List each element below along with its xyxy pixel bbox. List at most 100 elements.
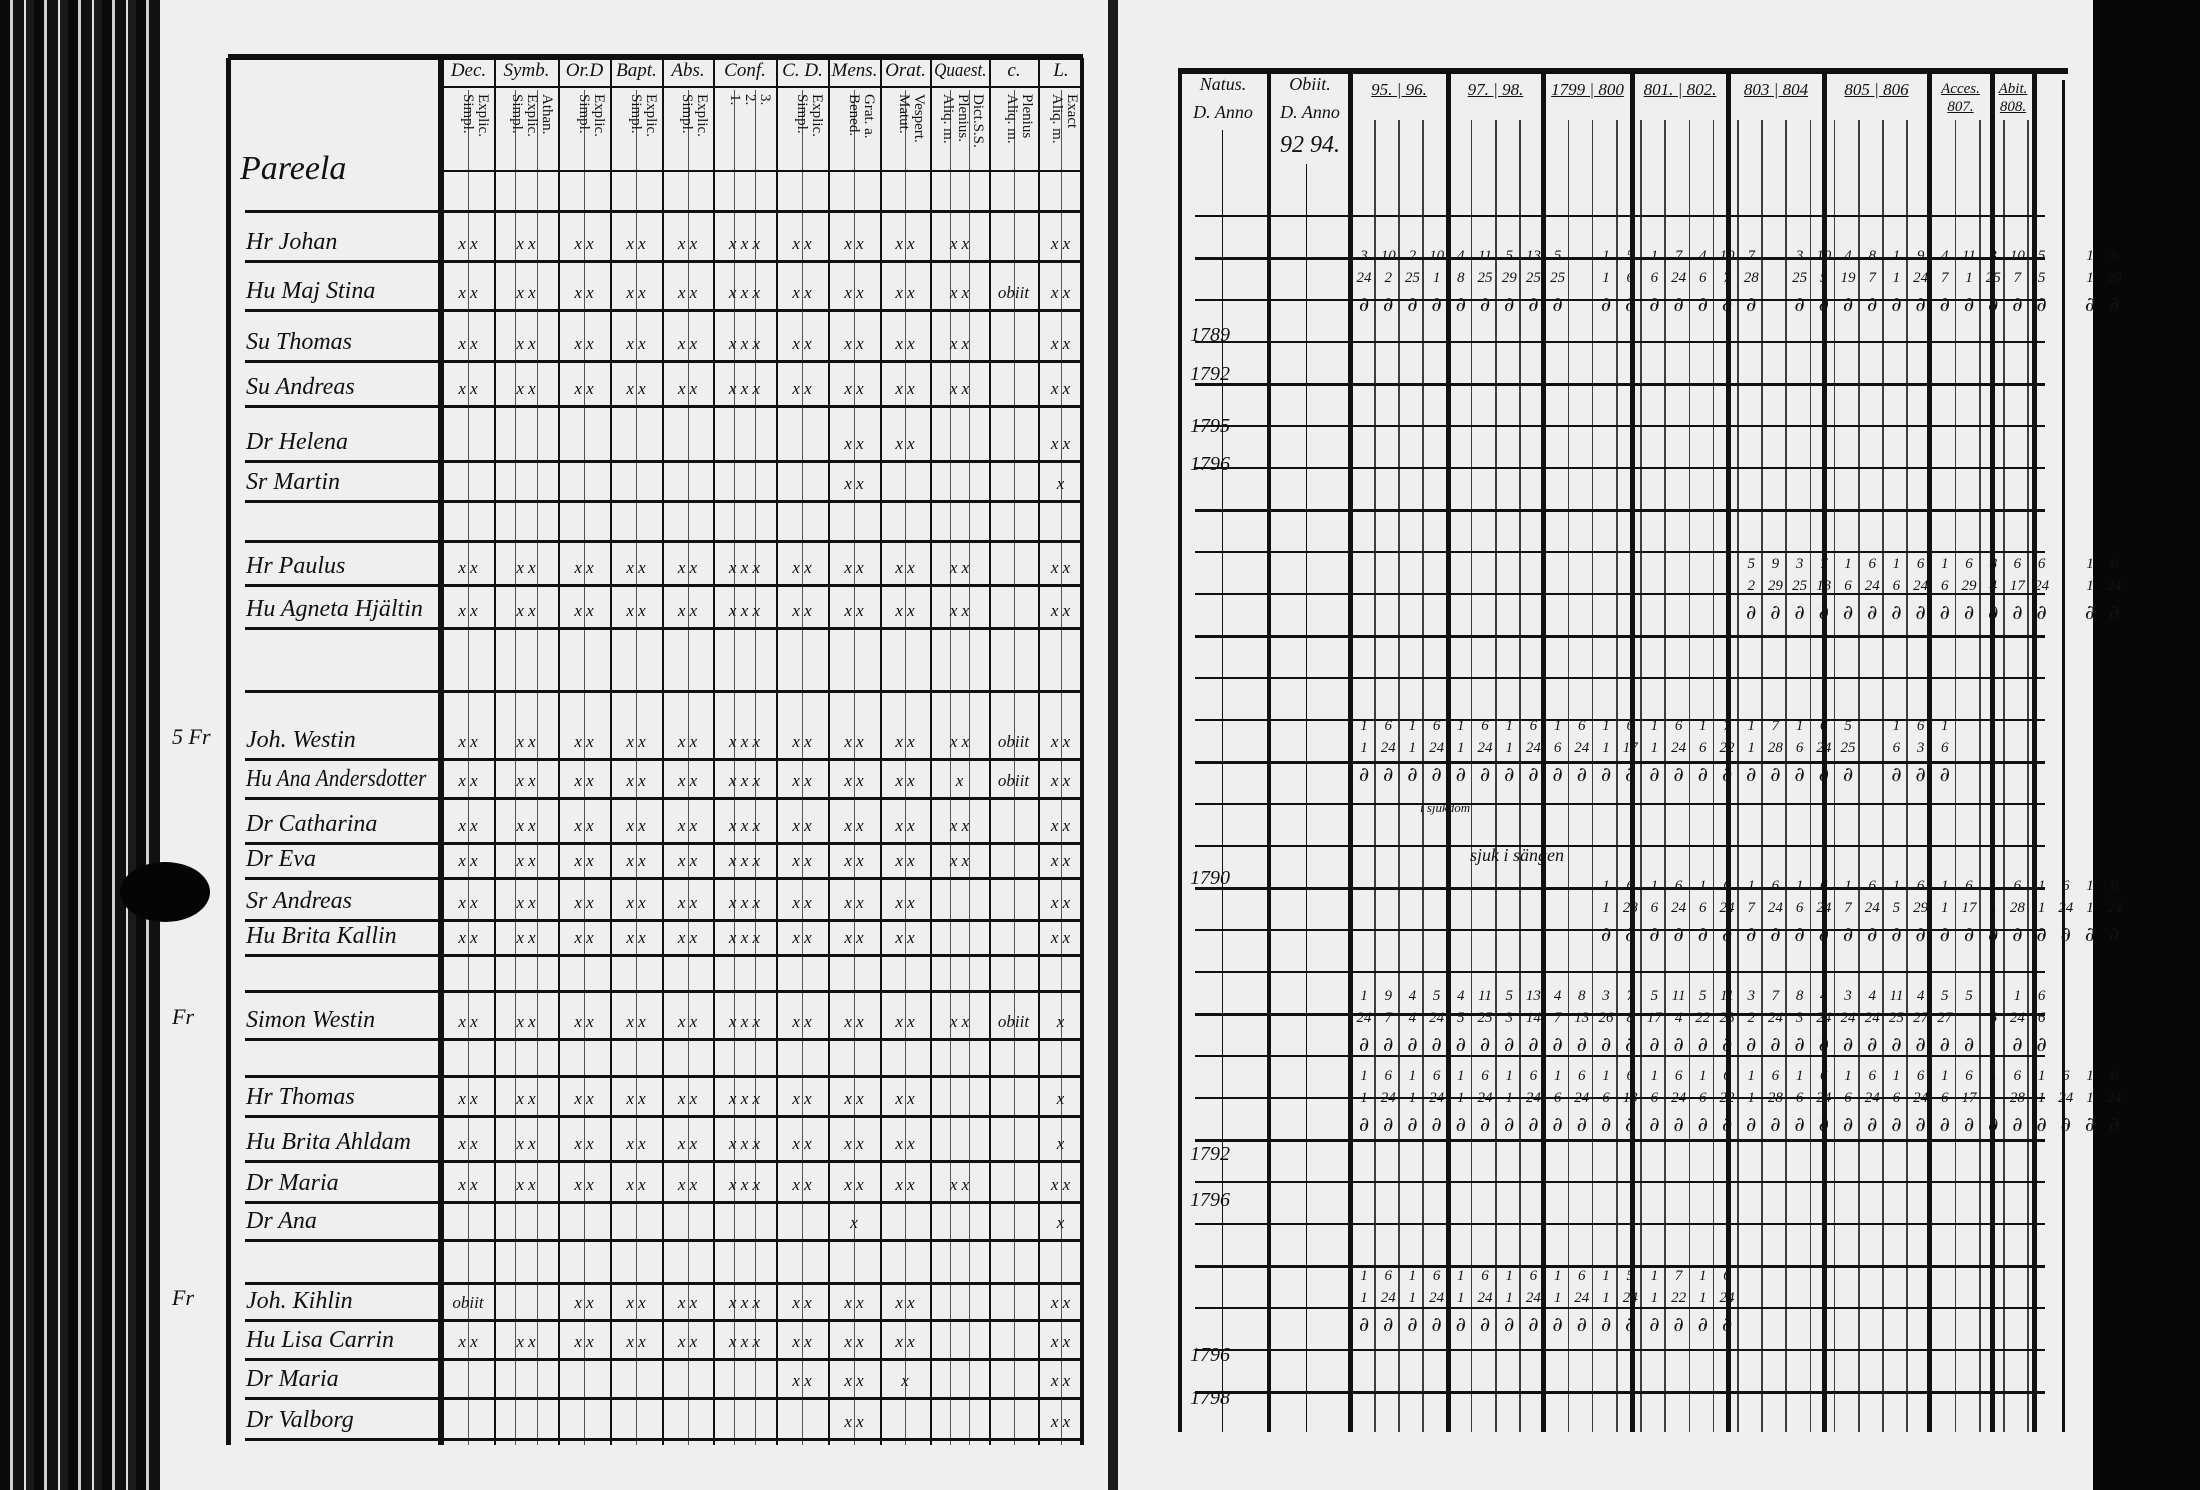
communion-mark: ∂	[1649, 762, 1660, 786]
sub-column-line	[515, 90, 517, 1445]
row-rule	[245, 1038, 1083, 1041]
entry-month: 5	[1457, 1010, 1465, 1026]
exam-mark: x x	[626, 379, 646, 398]
group-header: Or.D	[565, 60, 604, 81]
communion-mark: ∂	[1770, 600, 1781, 624]
communion-mark: ∂	[1479, 1312, 1491, 1336]
entry-day: 4	[1868, 988, 1876, 1004]
birth-year: 1789	[1190, 324, 1230, 346]
year-header: 1799 | 800	[1551, 80, 1624, 99]
exam-mark: x x	[792, 771, 812, 790]
row-rule	[245, 1160, 1083, 1163]
exam-mark: x x	[626, 334, 646, 353]
group-divider	[662, 58, 664, 1445]
table-right-border	[1080, 58, 1084, 1445]
sub-column-line	[969, 90, 971, 1445]
entry-month: 13	[1816, 578, 1832, 594]
communion-mark: ∂	[1407, 1312, 1418, 1336]
entry-day: 7	[1747, 248, 1755, 264]
exam-mark: x x	[516, 1175, 536, 1194]
person-name: Hu Brita Kallin	[246, 923, 397, 949]
exam-mark: x x	[516, 334, 536, 353]
communion-mark: ∂	[1649, 1032, 1660, 1056]
sub-column-line	[1688, 120, 1691, 1432]
communion-mark: ∂	[2109, 1112, 2120, 1136]
right-border	[1178, 72, 1182, 1432]
exam-mark: x x	[677, 816, 698, 835]
exam-mark: x x	[1050, 558, 1071, 577]
entry-month: 25	[1792, 578, 1808, 594]
entry-day: 1	[1795, 718, 1804, 734]
entry-month: 25	[1840, 740, 1856, 756]
entry-day: 1	[1505, 1068, 1513, 1084]
exam-mark: x x x	[728, 816, 761, 835]
communion-mark: ∂	[1746, 1112, 1757, 1136]
entry-day: 1	[1844, 878, 1852, 894]
communion-mark: ∂	[1552, 762, 1563, 786]
entry-day: 1	[2086, 556, 2094, 572]
entry-day: 6	[1965, 878, 1973, 894]
entry-day: 3	[1795, 556, 1804, 572]
communion-mark: ∂	[1383, 292, 1394, 316]
entry-day: 4	[1699, 248, 1707, 264]
entry-month: 28	[1622, 900, 1638, 916]
entry-month: 6	[1650, 1090, 1659, 1106]
communion-mark: ∂	[1528, 1312, 1539, 1336]
entry-day: 11	[1889, 988, 1904, 1004]
entry-day: 1	[1892, 556, 1901, 572]
household-separator	[245, 210, 1083, 213]
entry-day: 1	[1699, 1268, 1707, 1284]
entry-month: 2	[1747, 1010, 1755, 1026]
exam-mark: x x	[458, 1134, 478, 1153]
entry-month: 6	[1892, 740, 1901, 756]
row-rule	[245, 1239, 1083, 1242]
communion-mark: ∂	[1915, 600, 1926, 624]
communion-mark: ∂	[1673, 762, 1684, 786]
entry-month: 24	[1671, 740, 1687, 756]
row-rule	[245, 1358, 1083, 1361]
row-rule	[1195, 677, 2045, 679]
exam-mark: x x	[1050, 1412, 1071, 1431]
entry-day: 1	[1892, 718, 1901, 734]
communion-mark: ∂	[1528, 1112, 1539, 1136]
sub-column-line	[1833, 120, 1836, 1432]
exam-mark: x x	[792, 334, 812, 353]
margin-note: 5 Fr	[172, 724, 211, 749]
communion-mark: ∂	[1600, 1312, 1612, 1336]
exam-mark: x x x	[728, 379, 761, 398]
exam-mark: x x	[458, 851, 478, 870]
sub-column-line	[1858, 120, 1860, 1432]
exam-mark: x x	[895, 771, 915, 790]
exam-mark: x x	[626, 283, 646, 302]
entry-month: 25	[1525, 270, 1541, 286]
communion-mark: ∂	[1552, 1112, 1563, 1136]
entry-day: 6	[1965, 1068, 1973, 1084]
person-name: Hu Brita Ahldam	[246, 1129, 411, 1155]
row-rule	[1195, 845, 2045, 847]
exam-mark: x x	[895, 1293, 915, 1312]
group-header: Orat.	[885, 60, 926, 81]
entry-month: 24	[1380, 1290, 1396, 1306]
entry-month: 6	[1699, 270, 1707, 286]
entry-month: 29	[1961, 578, 1977, 594]
entry-month: 6	[1795, 1090, 1804, 1106]
margin-note: Fr	[172, 1285, 194, 1310]
birth-year: 1796	[1190, 453, 1230, 475]
entry-month: 6	[2037, 1010, 2046, 1026]
entry-day: 8	[1578, 988, 1586, 1004]
exam-mark: x x x	[728, 1134, 761, 1153]
row-rule	[1195, 1181, 2045, 1183]
row-rule	[1195, 257, 2045, 260]
entry-day: 8	[1795, 988, 1804, 1004]
communion-mark: ∂	[1407, 1112, 1418, 1136]
person-name: Sr Martin	[246, 469, 341, 495]
exam-mark: x x	[516, 1332, 536, 1351]
entry-day: 1	[1650, 1068, 1659, 1084]
person-name: Joh. Westin	[246, 727, 356, 753]
communion-mark: ∂	[1891, 600, 1902, 624]
year-header: Abit. 808.	[1998, 81, 2028, 115]
communion-mark: ∂	[1721, 1112, 1733, 1136]
row-rule	[245, 1438, 1083, 1441]
entry-month: 13	[1574, 1010, 1590, 1026]
communion-mark: ∂	[2036, 1112, 2047, 1136]
